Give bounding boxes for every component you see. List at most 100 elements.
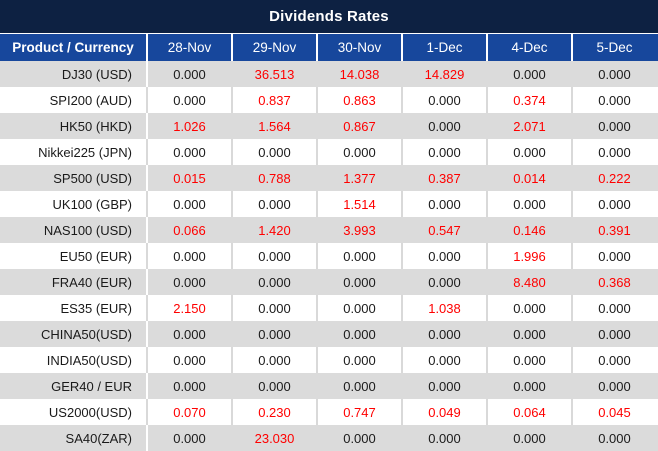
value-cell: 0.000 xyxy=(403,243,488,269)
product-cell: DJ30 (USD) xyxy=(0,61,148,87)
value-cell: 0.368 xyxy=(598,274,631,290)
value-cell: 0.000 xyxy=(598,66,631,82)
column-header-product: Product / Currency xyxy=(0,34,148,61)
value-cell: 0.387 xyxy=(428,170,461,186)
table-row: SPI200 (AUD) 0.000 0.837 0.863 0.000 0.374 0.0… xyxy=(0,87,658,113)
value-cell: 0.000 xyxy=(148,347,233,373)
table-row: HK50 (HKD) 1.026 1.564 0.867 0.000 2.071 0.000 xyxy=(0,113,658,139)
column-header-30-nov: 30-Nov xyxy=(318,34,403,61)
value-cell: 0.000 xyxy=(598,196,631,212)
value-cell: 0.374 xyxy=(488,87,573,113)
column-header-28-nov: 28-Nov xyxy=(148,34,233,61)
value-cell: 0.000 xyxy=(173,274,206,290)
value-cell: 0.000 xyxy=(343,274,376,290)
product-cell: UK100 (GBP) xyxy=(0,191,148,217)
value-cell: 0.000 xyxy=(233,243,318,269)
column-header-4-dec: 4-Dec xyxy=(488,34,573,61)
table-row: EU50 (EUR) 0.000 0.000 0.000 0.000 1.996 0.000 xyxy=(0,243,658,269)
value-cell: 0.000 xyxy=(403,347,488,373)
value-cell: 0.547 xyxy=(428,222,461,238)
value-cell: 0.000 xyxy=(173,378,206,394)
value-cell: 0.000 xyxy=(513,430,546,446)
table-row: ES35 (EUR) 2.150 0.000 0.000 1.038 0.000 0.000 xyxy=(0,295,658,321)
value-cell: 0.000 xyxy=(598,378,631,394)
value-cell: 0.000 xyxy=(173,66,206,82)
value-cell: 0.837 xyxy=(233,87,318,113)
value-cell: 0.000 xyxy=(148,87,233,113)
value-cell: 0.000 xyxy=(428,378,461,394)
value-cell: 0.049 xyxy=(403,399,488,425)
value-cell: 0.000 xyxy=(318,139,403,165)
value-cell: 0.000 xyxy=(343,430,376,446)
value-cell: 2.150 xyxy=(148,295,233,321)
table-row: INDIA50(USD) 0.000 0.000 0.000 0.000 0.000 0.0… xyxy=(0,347,658,373)
value-cell: 0.014 xyxy=(513,170,546,186)
product-cell: ES35 (EUR) xyxy=(0,295,148,321)
value-cell: 3.993 xyxy=(343,222,376,238)
value-cell: 0.000 xyxy=(428,274,461,290)
value-cell: 1.377 xyxy=(343,170,376,186)
value-cell: 23.030 xyxy=(254,430,295,446)
value-cell: 0.000 xyxy=(428,326,461,342)
value-cell: 0.000 xyxy=(318,347,403,373)
value-cell: 0.867 xyxy=(343,118,376,134)
value-cell: 0.000 xyxy=(233,295,318,321)
value-cell: 0.045 xyxy=(598,404,631,420)
value-cell: 0.000 xyxy=(598,92,631,108)
value-cell: 0.000 xyxy=(403,191,488,217)
value-cell: 14.038 xyxy=(339,66,380,82)
value-cell: 0.000 xyxy=(513,326,546,342)
value-cell: 0.000 xyxy=(233,347,318,373)
table-row: GER40 / EUR 0.000 0.000 0.000 0.000 0.000 0.00… xyxy=(0,373,658,399)
value-cell: 1.564 xyxy=(258,118,291,134)
value-cell: 0.000 xyxy=(148,139,233,165)
value-cell: 0.000 xyxy=(403,87,488,113)
page-title: Dividends Rates xyxy=(269,8,389,25)
value-cell: 0.000 xyxy=(598,300,631,316)
rates-table-body: DJ30 (USD) 0.000 36.513 14.038 14.829 0.000 0.… xyxy=(0,61,658,451)
value-cell: 0.000 xyxy=(258,326,291,342)
value-cell: 1.514 xyxy=(318,191,403,217)
value-cell: 1.420 xyxy=(258,222,291,238)
value-cell: 0.000 xyxy=(233,191,318,217)
value-cell: 0.000 xyxy=(148,191,233,217)
value-cell: 0.863 xyxy=(318,87,403,113)
column-header-5-dec: 5-Dec xyxy=(596,40,633,55)
value-cell: 0.000 xyxy=(428,118,461,134)
column-header-1-dec: 1-Dec xyxy=(403,34,488,61)
value-cell: 1.038 xyxy=(403,295,488,321)
table-header-row: Product / Currency 28-Nov 29-Nov 30-Nov … xyxy=(0,33,658,61)
product-cell: NAS100 (USD) xyxy=(0,217,148,243)
value-cell: 0.000 xyxy=(343,378,376,394)
value-cell: 0.000 xyxy=(318,295,403,321)
value-cell: 0.000 xyxy=(513,378,546,394)
product-cell: GER40 / EUR xyxy=(0,373,148,399)
value-cell: 0.000 xyxy=(403,139,488,165)
value-cell: 0.000 xyxy=(343,326,376,342)
value-cell: 0.788 xyxy=(258,170,291,186)
product-cell: INDIA50(USD) xyxy=(0,347,148,373)
value-cell: 0.000 xyxy=(233,139,318,165)
value-cell: 0.015 xyxy=(173,170,206,186)
table-row: CHINA50(USD) 0.000 0.000 0.000 0.000 0.000 0.0… xyxy=(0,321,658,347)
value-cell: 8.480 xyxy=(513,274,546,290)
table-row: SA40(ZAR) 0.000 23.030 0.000 0.000 0.000 0.000 xyxy=(0,425,658,451)
product-cell: SP500 (USD) xyxy=(0,165,148,191)
value-cell: 0.000 xyxy=(598,118,631,134)
value-cell: 0.000 xyxy=(488,295,573,321)
value-cell: 0.000 xyxy=(148,243,233,269)
value-cell: 0.000 xyxy=(488,191,573,217)
product-cell: US2000(USD) xyxy=(0,399,148,425)
value-cell: 0.000 xyxy=(598,144,631,160)
value-cell: 2.071 xyxy=(513,118,546,134)
product-cell: SA40(ZAR) xyxy=(0,425,148,451)
value-cell: 1.026 xyxy=(173,118,206,134)
value-cell: 0.747 xyxy=(318,399,403,425)
value-cell: 0.000 xyxy=(598,430,631,446)
product-cell: Nikkei225 (JPN) xyxy=(0,139,148,165)
value-cell: 0.000 xyxy=(258,378,291,394)
product-cell: FRA40 (EUR) xyxy=(0,269,148,295)
product-cell: CHINA50(USD) xyxy=(0,321,148,347)
table-row: NAS100 (USD) 0.066 1.420 3.993 0.547 0.146 0.3… xyxy=(0,217,658,243)
